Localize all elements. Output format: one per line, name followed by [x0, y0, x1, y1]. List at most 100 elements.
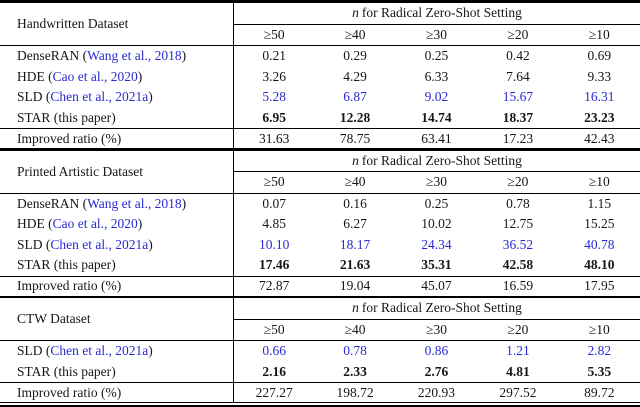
math-variable-n: n [352, 152, 359, 168]
improved-ratio-value: 45.07 [395, 275, 478, 296]
improved-ratio-value: 31.63 [233, 128, 315, 148]
section-label: Handwritten Dataset [0, 3, 233, 46]
value-cell: 2.16 [233, 361, 314, 382]
improved-ratio-label: Improved ratio (%) [0, 275, 233, 296]
improved-ratio-value: 17.95 [558, 275, 640, 296]
method-label: STAR (this paper) [17, 109, 116, 125]
section-label: CTW Dataset [0, 298, 233, 341]
citation-link[interactable]: Chen et al., 2021a [50, 236, 149, 252]
value-cell: 35.31 [421, 257, 452, 273]
value-cell: 6.33 [424, 68, 449, 84]
citation-link[interactable]: Wang et al., 2018 [87, 48, 182, 64]
value-cell: 10.10 [233, 234, 314, 255]
value-cell: 15.67 [502, 89, 534, 105]
value-cell: 2.82 [587, 343, 612, 359]
column-header: ≥40 [314, 172, 396, 194]
improved-ratio-value: 297.52 [477, 382, 559, 402]
value-cell: 12.75 [502, 216, 534, 232]
value-cell: 15.25 [584, 216, 615, 232]
value-cell: 6.27 [343, 216, 367, 232]
math-variable-n: n [352, 5, 359, 21]
improved-ratio-value: 63.41 [395, 128, 478, 148]
value-cell: 17.46 [233, 255, 314, 276]
value-cell: 0.66 [233, 341, 314, 362]
improved-ratio-value: 227.27 [233, 382, 315, 402]
value-cell: 16.31 [584, 89, 615, 105]
table-top-rule [0, 0, 640, 3]
value-cell: 0.16 [343, 195, 367, 211]
value-cell: 0.69 [587, 48, 612, 64]
citation-link[interactable]: Chen et al., 2021a [50, 343, 149, 359]
improved-ratio-value: 42.43 [558, 128, 640, 148]
column-header: ≥10 [558, 172, 640, 194]
math-variable-n: n [352, 300, 359, 316]
dataset-section: Printed Artistic Dataset n for Radical Zer… [0, 150, 640, 296]
value-cell: 12.28 [339, 109, 371, 125]
value-cell: 24.34 [421, 236, 452, 252]
method-label: DenseRAN (Wang et al., 2018) [17, 195, 187, 211]
section-separator-rule [0, 295, 640, 298]
value-cell: 18.17 [339, 236, 371, 252]
value-cell: 14.74 [421, 109, 452, 125]
value-cell: 42.58 [502, 257, 534, 273]
method-label: STAR (this paper) [17, 257, 116, 273]
value-cell: 5.35 [587, 363, 612, 379]
table-body: Handwritten Dataset n for Radical Zero-Sho… [0, 3, 640, 402]
value-cell: 3.26 [233, 66, 314, 87]
dataset-section: Handwritten Dataset n for Radical Zero-Sho… [0, 3, 640, 148]
improved-ratio-value: 198.72 [314, 382, 396, 402]
column-header: ≥20 [477, 172, 559, 194]
column-header: ≥10 [558, 25, 640, 46]
column-header: ≥50 [233, 172, 315, 194]
value-cell: 9.33 [587, 68, 612, 84]
value-cell: 0.21 [233, 46, 314, 67]
value-cell: 0.78 [506, 195, 530, 211]
value-cell: 0.86 [424, 343, 449, 359]
improved-ratio-label: Improved ratio (%) [0, 128, 233, 148]
citation-link[interactable]: Chen et al., 2021a [50, 89, 149, 105]
value-cell: 0.29 [343, 48, 367, 64]
value-cell: 0.78 [343, 343, 367, 359]
column-header: ≥40 [314, 320, 396, 341]
group-header: n for Radical Zero-Shot Setting [233, 150, 640, 172]
method-label: SLD (Chen et al., 2021a) [17, 89, 153, 105]
column-header: ≥20 [477, 320, 559, 341]
citation-link[interactable]: Wang et al., 2018 [87, 195, 182, 211]
group-header: n for Radical Zero-Shot Setting [233, 298, 640, 320]
group-header: n for Radical Zero-Shot Setting [233, 3, 640, 25]
column-header: ≥50 [233, 319, 315, 341]
value-cell: 0.25 [424, 195, 449, 211]
value-cell: 9.02 [424, 89, 449, 105]
value-cell: 7.64 [506, 68, 530, 84]
method-label: HDE (Cao et al., 2020) [17, 216, 143, 232]
improved-ratio-value: 220.93 [395, 382, 478, 402]
method-label: STAR (this paper) [17, 363, 116, 379]
value-cell: 1.21 [506, 343, 530, 359]
dataset-section: CTW Dataset n for Radical Zero-Shot Settin… [0, 298, 640, 402]
value-cell: 10.02 [421, 216, 452, 232]
improved-ratio-value: 16.59 [477, 275, 559, 296]
method-label: SLD (Chen et al., 2021a) [17, 343, 153, 359]
value-cell: 2.76 [424, 363, 449, 379]
value-cell: 18.37 [502, 109, 534, 125]
value-cell: 1.15 [587, 195, 612, 211]
citation-link[interactable]: Cao et al., 2020 [52, 68, 138, 84]
improved-ratio-value: 89.72 [558, 382, 640, 402]
improved-ratio-value: 19.04 [314, 275, 396, 296]
value-cell: 48.10 [584, 257, 615, 273]
section-label: Printed Artistic Dataset [0, 151, 233, 194]
value-cell: 6.87 [343, 89, 367, 105]
method-label: SLD (Chen et al., 2021a) [17, 236, 153, 252]
improved-ratio-label: Improved ratio (%) [0, 382, 233, 402]
table-bottom-rule [0, 405, 640, 407]
value-cell: 6.95 [233, 107, 314, 128]
citation-link[interactable]: Cao et al., 2020 [52, 216, 138, 232]
method-label: DenseRAN (Wang et al., 2018) [17, 48, 187, 64]
column-header: ≥30 [395, 25, 478, 46]
improved-ratio-value: 72.87 [233, 275, 315, 296]
value-cell: 2.33 [343, 363, 367, 379]
value-cell: 5.28 [233, 87, 314, 108]
section-separator-rule [0, 148, 640, 151]
improved-ratio-value: 17.23 [477, 128, 559, 148]
